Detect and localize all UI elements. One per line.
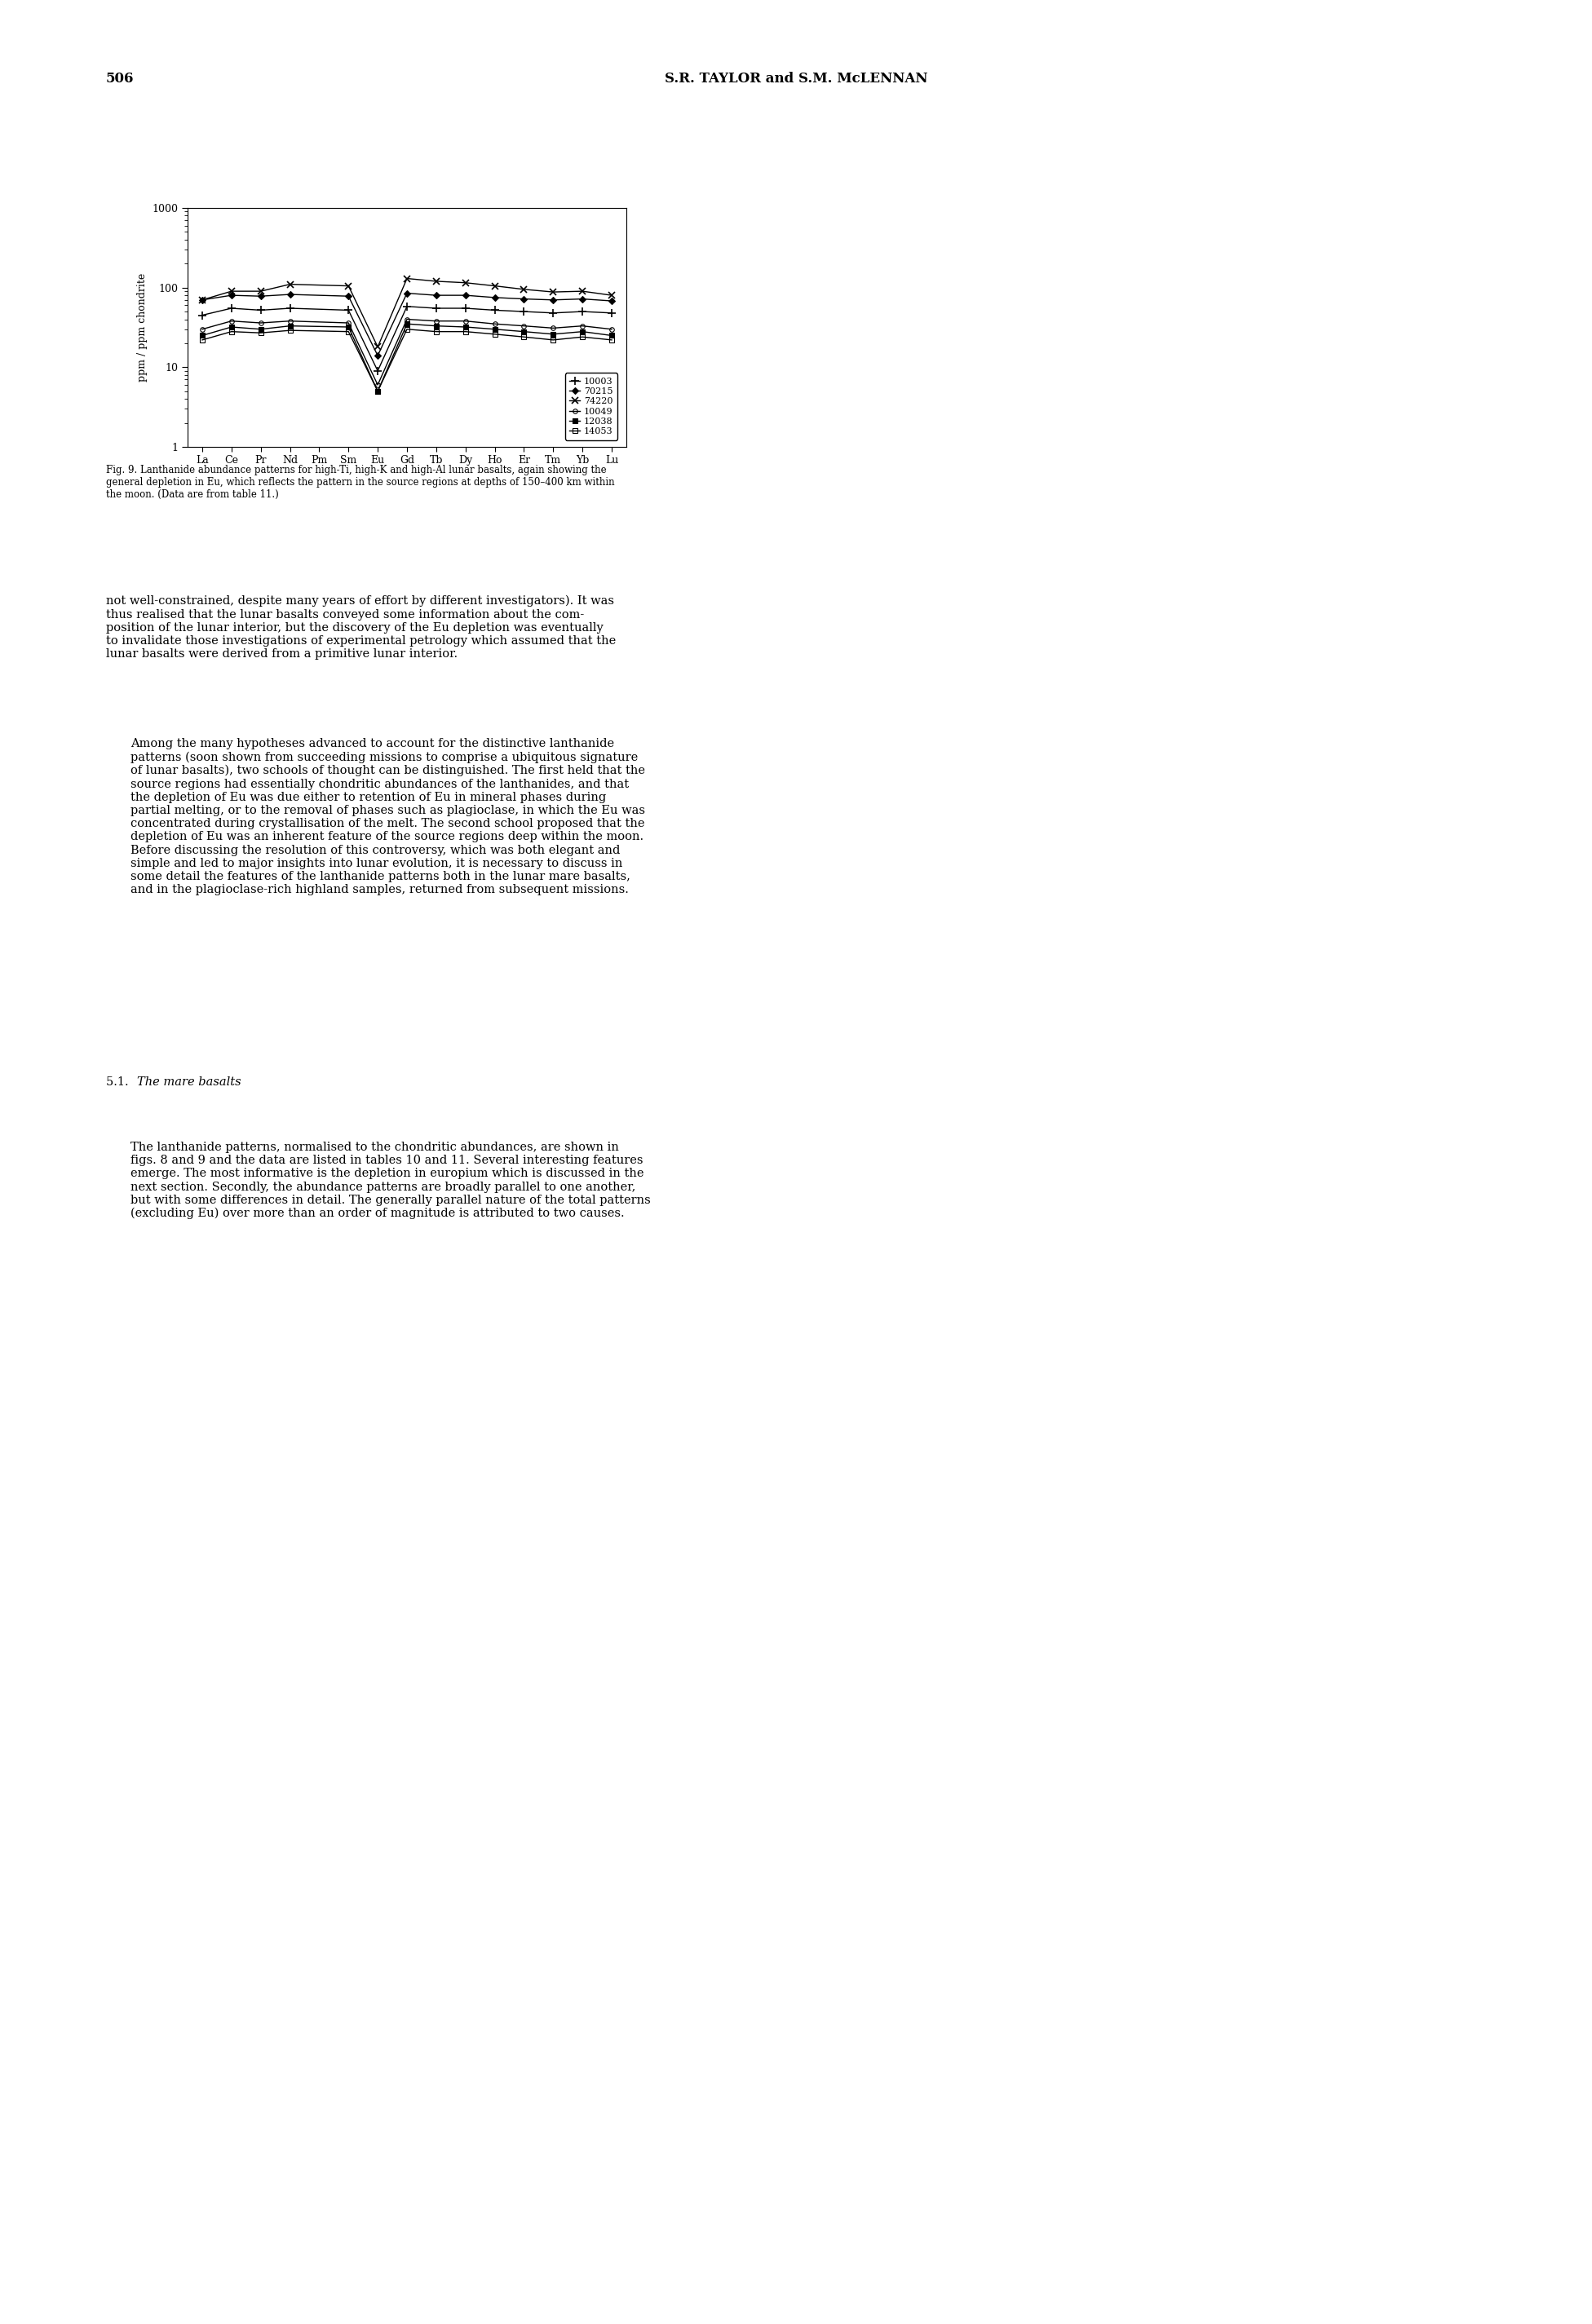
Text: The lanthanide patterns, normalised to the chondritic abundances, are shown in
f: The lanthanide patterns, normalised to t… — [131, 1141, 651, 1220]
Text: 506: 506 — [107, 72, 134, 86]
Legend: 10003, 70215, 74220, 10049, 12038, 14053: 10003, 70215, 74220, 10049, 12038, 14053 — [565, 372, 618, 439]
Text: Among the many hypotheses advanced to account for the distinctive lanthanide
pat: Among the many hypotheses advanced to ac… — [131, 739, 645, 895]
Text: The mare basalts: The mare basalts — [137, 1076, 240, 1088]
Text: not well-constrained, despite many years of effort by different investigators). : not well-constrained, despite many years… — [107, 595, 616, 660]
Text: S.R. TAYLOR and S.M. McLENNAN: S.R. TAYLOR and S.M. McLENNAN — [664, 72, 928, 86]
Text: 5.1.: 5.1. — [107, 1076, 132, 1088]
Text: Fig. 9. Lanthanide abundance patterns for high-Ti, high-K and high-Al lunar basa: Fig. 9. Lanthanide abundance patterns fo… — [107, 465, 615, 500]
Y-axis label: ppm / ppm chondrite: ppm / ppm chondrite — [137, 274, 148, 381]
